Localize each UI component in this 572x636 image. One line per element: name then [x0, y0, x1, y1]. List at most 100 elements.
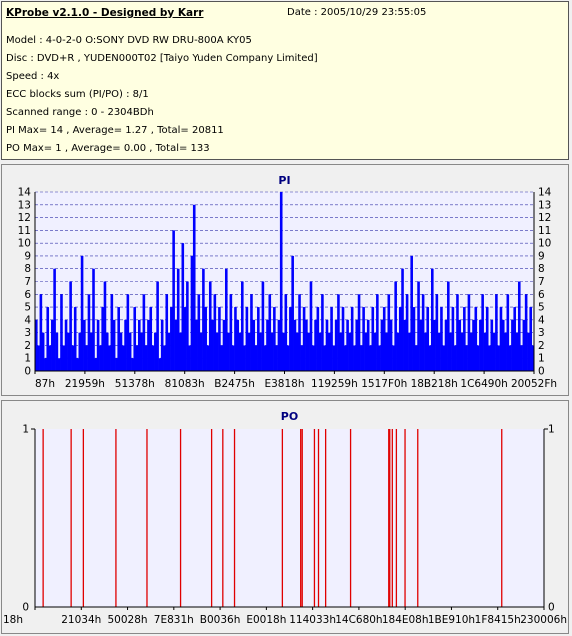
pi-bar — [67, 332, 70, 371]
pi-bar — [165, 294, 169, 371]
pi-bar — [247, 332, 251, 371]
pi-bar — [199, 332, 203, 371]
pi-bar — [222, 319, 226, 371]
scan-date: Date : 2005/10/29 23:55:05 — [287, 7, 427, 18]
pi-ytick-right: 4 — [538, 314, 545, 326]
pi-bar — [204, 307, 207, 371]
pi-bar — [300, 345, 304, 371]
pi-bar — [117, 307, 120, 371]
pi-bar — [515, 332, 519, 371]
pi-xtick-label: 51378h — [115, 378, 155, 390]
pi-bar — [133, 307, 137, 371]
pi-bar — [417, 281, 420, 371]
pi-xtick-label: 87h — [35, 378, 55, 390]
pi-bar — [323, 345, 326, 371]
pi-bar — [414, 345, 418, 371]
pi-bar — [325, 319, 329, 371]
pi-bar — [355, 319, 359, 371]
pi-bar — [458, 319, 462, 371]
speed-line: Speed : 4x — [6, 71, 60, 82]
pi-bar — [316, 307, 320, 371]
pi-ytick-left: 2 — [24, 340, 31, 352]
pi-bar — [254, 345, 258, 371]
pi-bar — [337, 294, 340, 371]
pi-bar — [115, 358, 118, 371]
pi-bar — [195, 319, 198, 371]
po-xtick-label: B0036h — [200, 614, 241, 626]
pi-ytick-right: 13 — [538, 199, 551, 211]
pi-ytick-right: 10 — [538, 238, 551, 250]
pi-stats-line: PI Max= 14 , Average= 1.27 , Total= 2081… — [6, 125, 224, 136]
pi-ytick-left: 5 — [24, 302, 31, 314]
pi-bar — [131, 358, 134, 371]
pi-bar — [69, 281, 72, 371]
pi-ytick-right: 2 — [538, 340, 545, 352]
pi-bar — [181, 243, 185, 371]
pi-bar — [531, 345, 535, 371]
pi-bar — [126, 294, 130, 371]
pi-bar — [376, 294, 379, 371]
pi-bar — [501, 319, 505, 371]
pi-bar — [479, 319, 482, 371]
pi-ytick-left: 6 — [24, 289, 31, 301]
pi-bar — [55, 332, 59, 371]
pi-bar — [135, 345, 139, 371]
pi-bar — [405, 294, 409, 371]
pi-bar — [48, 345, 52, 371]
pi-bar — [37, 345, 40, 371]
pi-bar — [284, 294, 288, 371]
pi-bar — [348, 332, 352, 371]
pi-ytick-right: 1 — [538, 353, 545, 365]
pi-bar — [307, 332, 310, 371]
pi-ytick-right: 11 — [538, 225, 551, 237]
pi-bar — [387, 294, 391, 371]
pi-bar — [99, 345, 102, 371]
pi-bar — [46, 307, 50, 371]
pi-bar — [112, 319, 116, 371]
pi-bar — [472, 319, 475, 371]
pi-bar — [252, 319, 256, 371]
pi-bar — [380, 319, 384, 371]
pi-bar — [506, 294, 510, 371]
pi-bar — [520, 345, 523, 371]
pi-bar — [389, 319, 393, 371]
pi-bar — [385, 332, 388, 371]
pi-bar — [369, 345, 372, 371]
pi-bar — [144, 345, 148, 371]
pi-bar — [83, 319, 86, 371]
pi-bar — [321, 294, 324, 371]
po-xtick-label: 21034h — [61, 614, 101, 626]
pi-bar — [282, 332, 285, 371]
pi-xtick-label: 81083h — [165, 378, 205, 390]
pi-bar — [147, 319, 150, 371]
pi-bar — [412, 307, 416, 371]
pi-bar — [41, 332, 45, 371]
disc-line: Disc : DVD+R , YUDEN000T02 [Taiyo Yuden … — [6, 53, 318, 64]
pi-bar — [339, 332, 343, 371]
info-panel: KProbe v2.1.0 - Designed by Karr Date : … — [1, 1, 569, 160]
pi-bar — [197, 294, 201, 371]
pi-bar — [334, 319, 338, 371]
po-xtick-label: 7E831h — [154, 614, 194, 626]
pi-ytick-left: 4 — [24, 314, 31, 326]
pi-bar — [298, 294, 301, 371]
pi-ytick-left: 11 — [18, 225, 31, 237]
po-ytick-right: 1 — [548, 424, 555, 436]
pi-bar — [463, 307, 466, 371]
pi-bar — [522, 319, 526, 371]
pi-ytick-right: 12 — [538, 212, 551, 224]
pi-ytick-left: 8 — [24, 263, 31, 275]
pi-bar — [60, 294, 63, 371]
pi-ytick-left: 13 — [18, 199, 31, 211]
pi-bar — [167, 332, 171, 371]
pi-bar — [497, 345, 500, 371]
pi-bar — [268, 294, 272, 371]
pi-bar — [295, 332, 299, 371]
pi-bar — [213, 294, 217, 371]
pi-bar — [218, 307, 221, 371]
pi-ytick-left: 1 — [24, 353, 31, 365]
pi-bar — [119, 332, 123, 371]
pi-bar — [366, 319, 370, 371]
pi-bar — [44, 358, 47, 371]
